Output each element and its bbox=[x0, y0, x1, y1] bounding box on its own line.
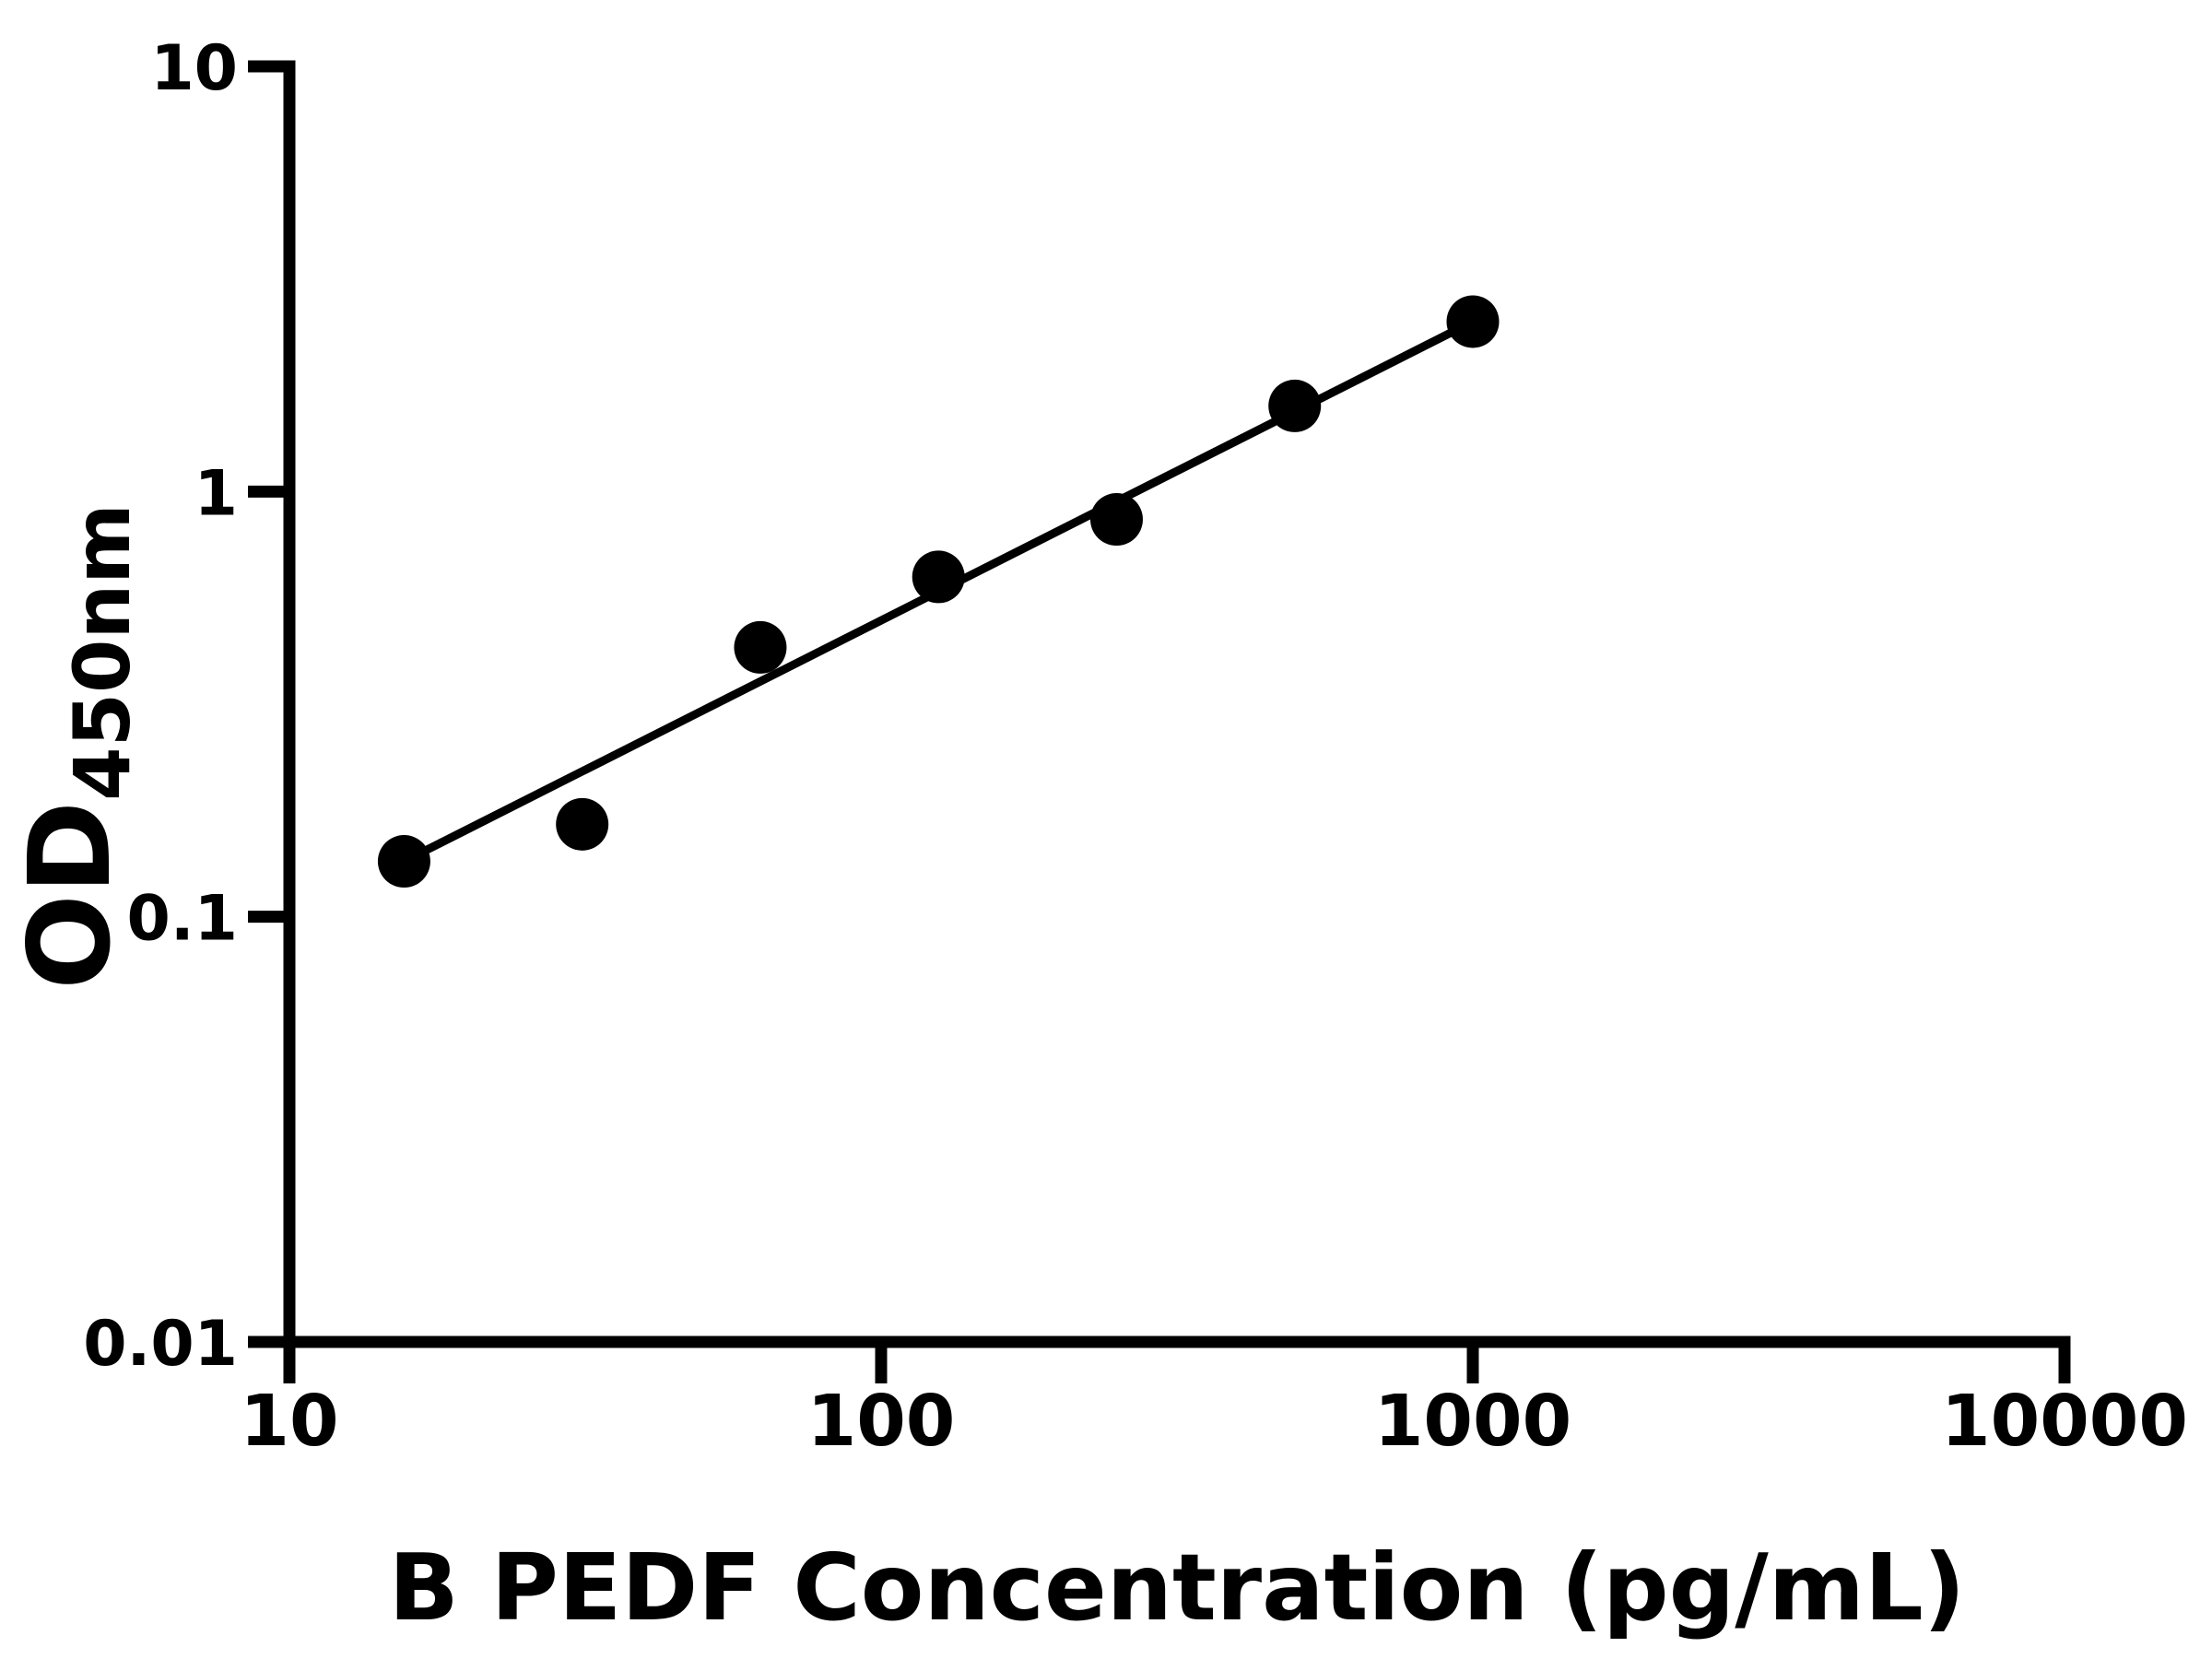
y-axis-title-main: OD bbox=[5, 801, 135, 990]
plot-area bbox=[377, 295, 1500, 888]
x-tick-label: 1000 bbox=[1374, 1381, 1571, 1463]
x-axis-title: B PEDF Concentration (pg/mL) bbox=[389, 1534, 1966, 1641]
data-point bbox=[1089, 493, 1143, 547]
data-points bbox=[377, 295, 1500, 888]
data-point bbox=[912, 550, 965, 604]
axes: 10 1 0.1 0.01 10 100 1000 10000 bbox=[83, 32, 2188, 1463]
data-point bbox=[556, 797, 609, 851]
data-point bbox=[377, 835, 430, 888]
y-axis-title: OD450nm bbox=[5, 503, 147, 990]
y-axis-ticks bbox=[248, 60, 289, 1348]
data-point bbox=[1268, 379, 1322, 432]
y-tick-label: 0.01 bbox=[83, 1308, 238, 1381]
x-tick-label: 100 bbox=[807, 1381, 956, 1463]
x-tick-label: 10 bbox=[240, 1381, 338, 1463]
y-tick-label: 1 bbox=[194, 457, 238, 530]
y-tick-label: 10 bbox=[150, 32, 238, 105]
y-tick-label: 0.1 bbox=[127, 883, 238, 956]
x-tick-label: 10000 bbox=[1941, 1381, 2188, 1463]
y-axis-title-subscript: 450nm bbox=[57, 503, 147, 801]
y-axis-tick-labels: 10 1 0.1 0.01 bbox=[83, 32, 238, 1381]
data-point bbox=[1446, 295, 1500, 348]
data-point bbox=[734, 620, 787, 674]
x-axis-ticks bbox=[283, 1342, 2071, 1383]
x-axis-tick-labels: 10 100 1000 10000 bbox=[240, 1381, 2188, 1463]
